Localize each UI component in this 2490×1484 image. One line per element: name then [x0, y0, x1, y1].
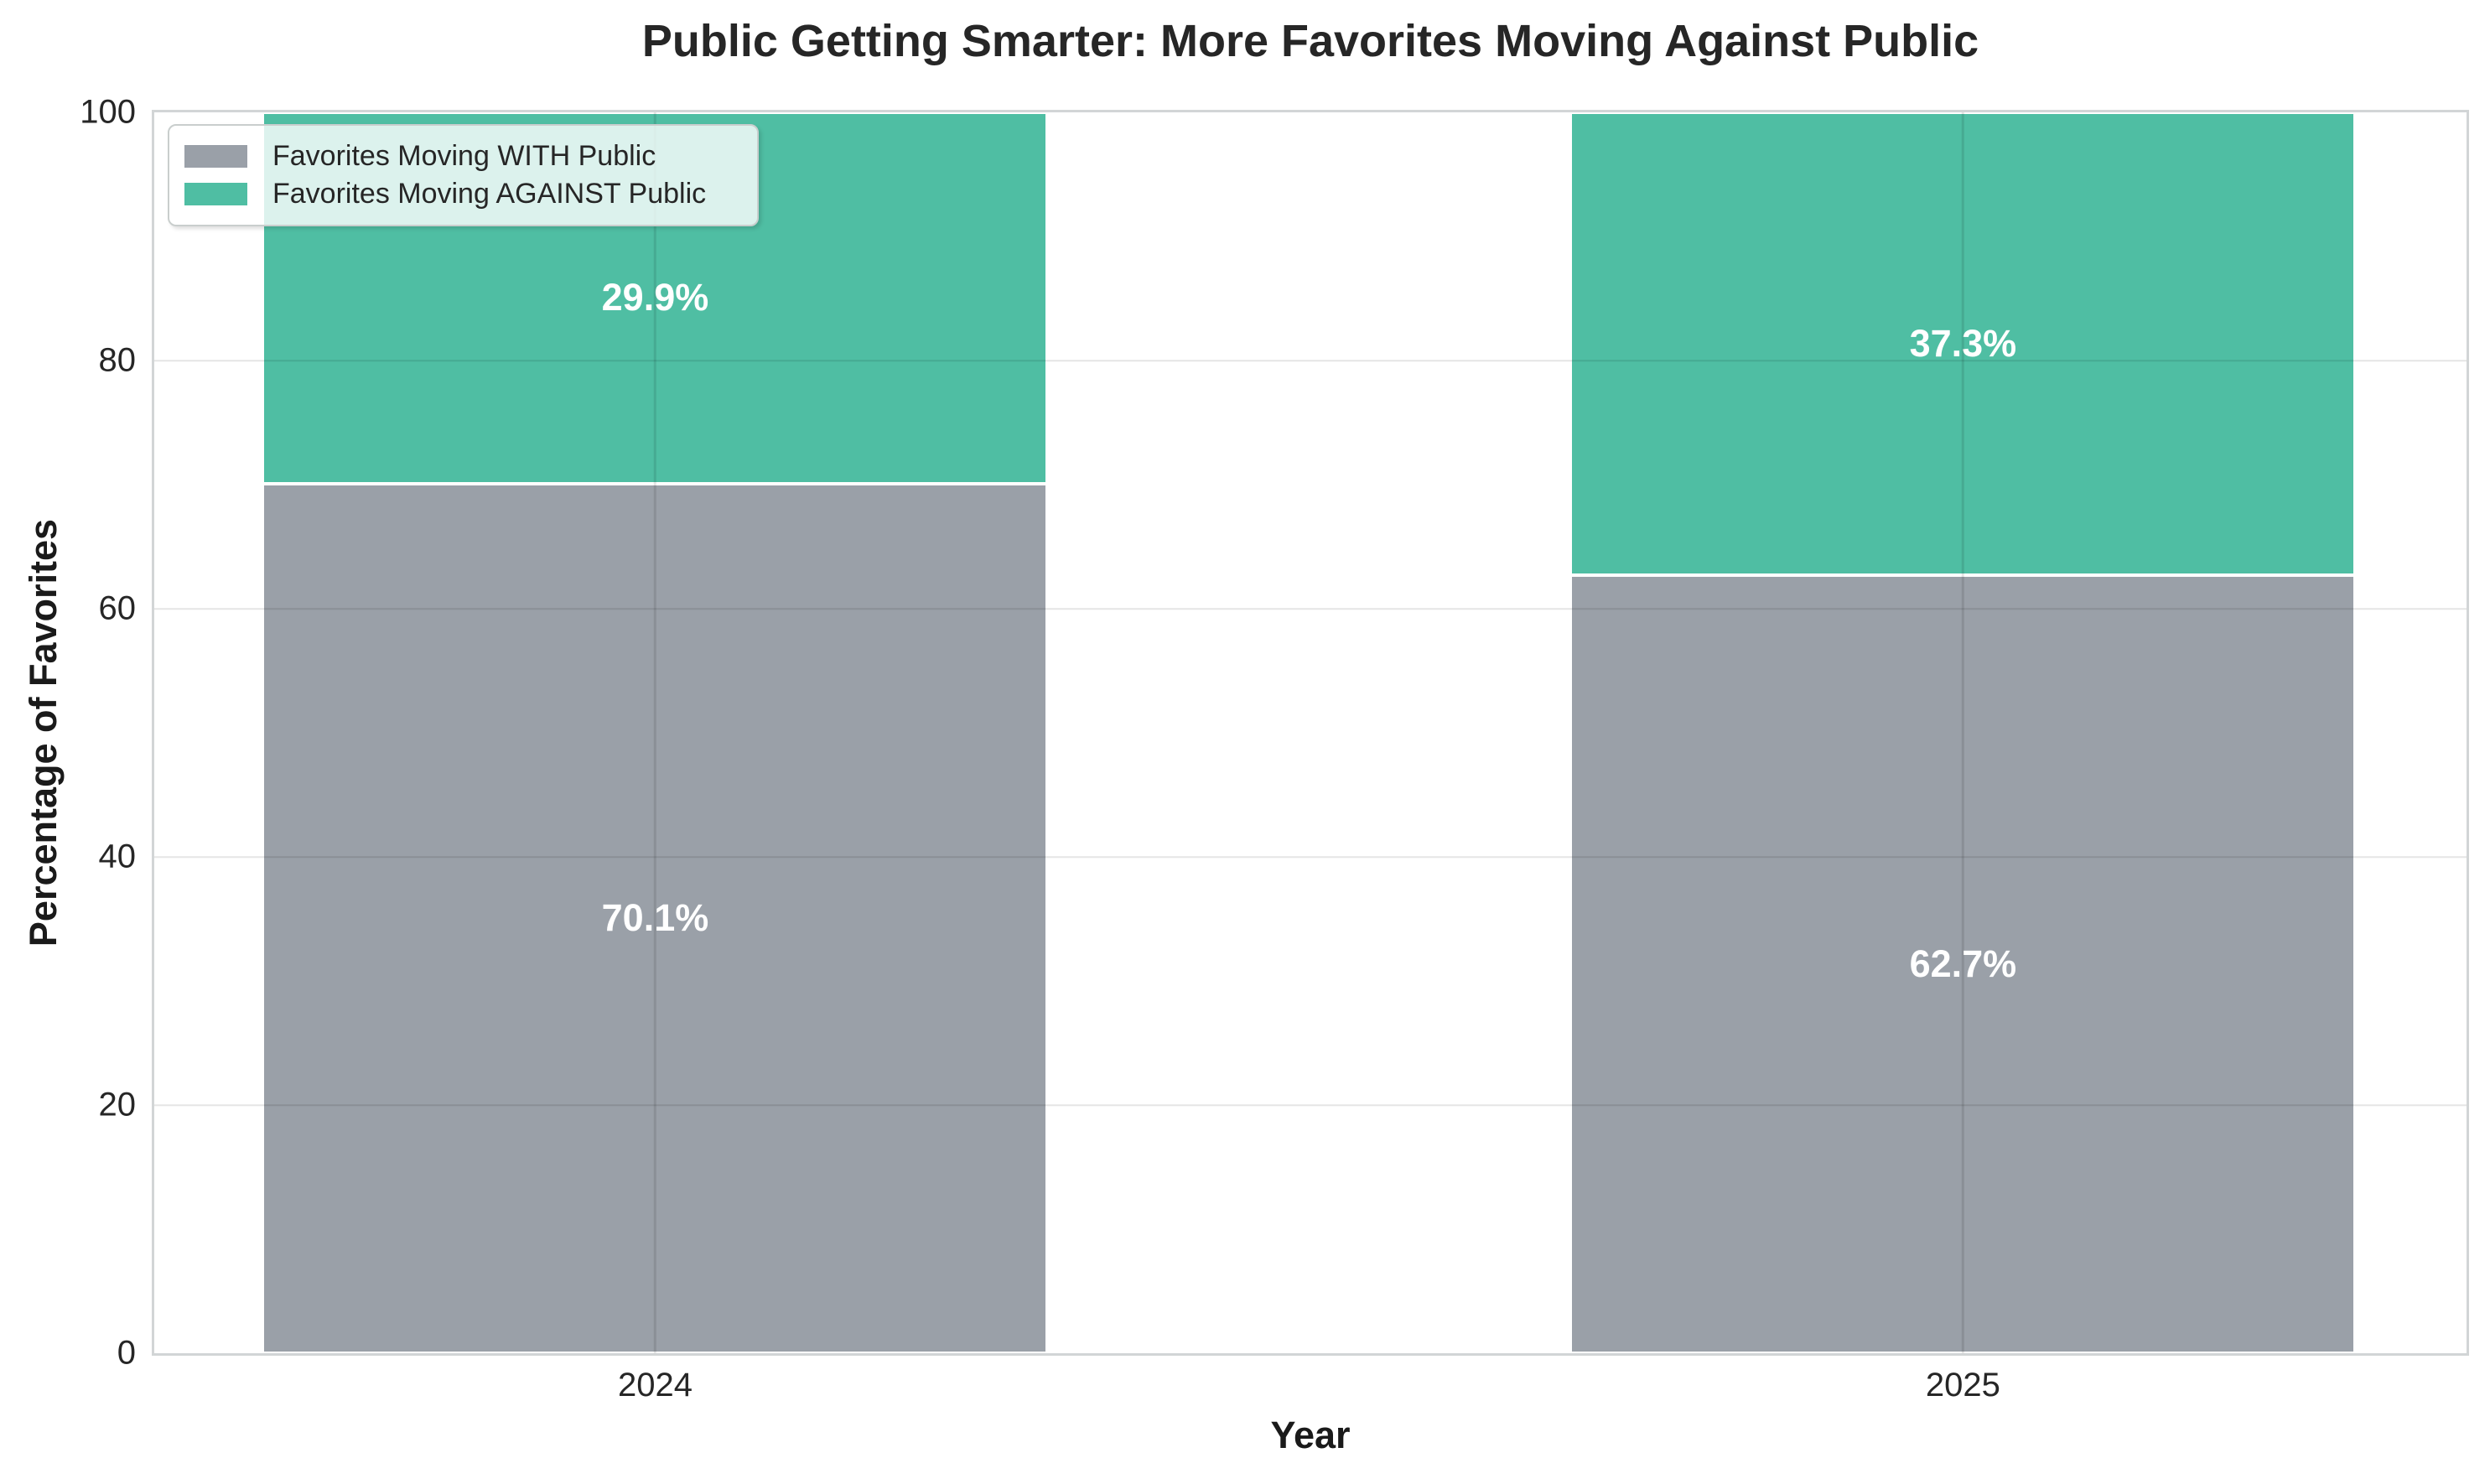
y-tick-80: 80	[98, 341, 137, 379]
bar-2025-against-public: 37.3%	[1570, 112, 2356, 576]
x-tick-2025: 2025	[1925, 1367, 2000, 1404]
bar-2024-with-public: 70.1%	[262, 483, 1048, 1353]
legend-item-with-public: Favorites Moving WITH Public	[184, 140, 739, 173]
legend-item-against-public: Favorites Moving AGAINST Public	[184, 178, 739, 210]
legend-swatch-with-public	[184, 145, 247, 168]
chart-title: Public Getting Smarter: More Favorites M…	[641, 16, 1979, 66]
y-tick-20: 20	[98, 1086, 137, 1123]
plot-area: 70.1% 29.9% 62.7% 37.3% 0 20 40 60 80 10…	[80, 94, 2469, 1404]
bar-2025-with-public: 62.7%	[1570, 575, 2356, 1353]
legend-label-with-public: Favorites Moving WITH Public	[272, 140, 656, 172]
bar-label-2025-against: 37.3%	[1909, 322, 2017, 366]
legend: Favorites Moving WITH Public Favorites M…	[168, 124, 759, 226]
x-tick-2024: 2024	[617, 1367, 693, 1404]
y-tick-40: 40	[98, 838, 137, 875]
bar-label-2024-against: 29.9%	[601, 276, 709, 319]
y-axis-label: Percentage of Favorites	[22, 518, 65, 947]
x-axis-label: Year	[1270, 1414, 1351, 1456]
bar-label-2025-with: 62.7%	[1909, 942, 2017, 986]
y-tick-100: 100	[80, 93, 136, 131]
legend-label-against-public: Favorites Moving AGAINST Public	[272, 178, 707, 210]
y-tick-0: 0	[117, 1334, 136, 1372]
y-tick-60: 60	[98, 589, 137, 627]
legend-swatch-against-public	[184, 183, 247, 205]
bar-label-2024-with: 70.1%	[601, 896, 709, 940]
